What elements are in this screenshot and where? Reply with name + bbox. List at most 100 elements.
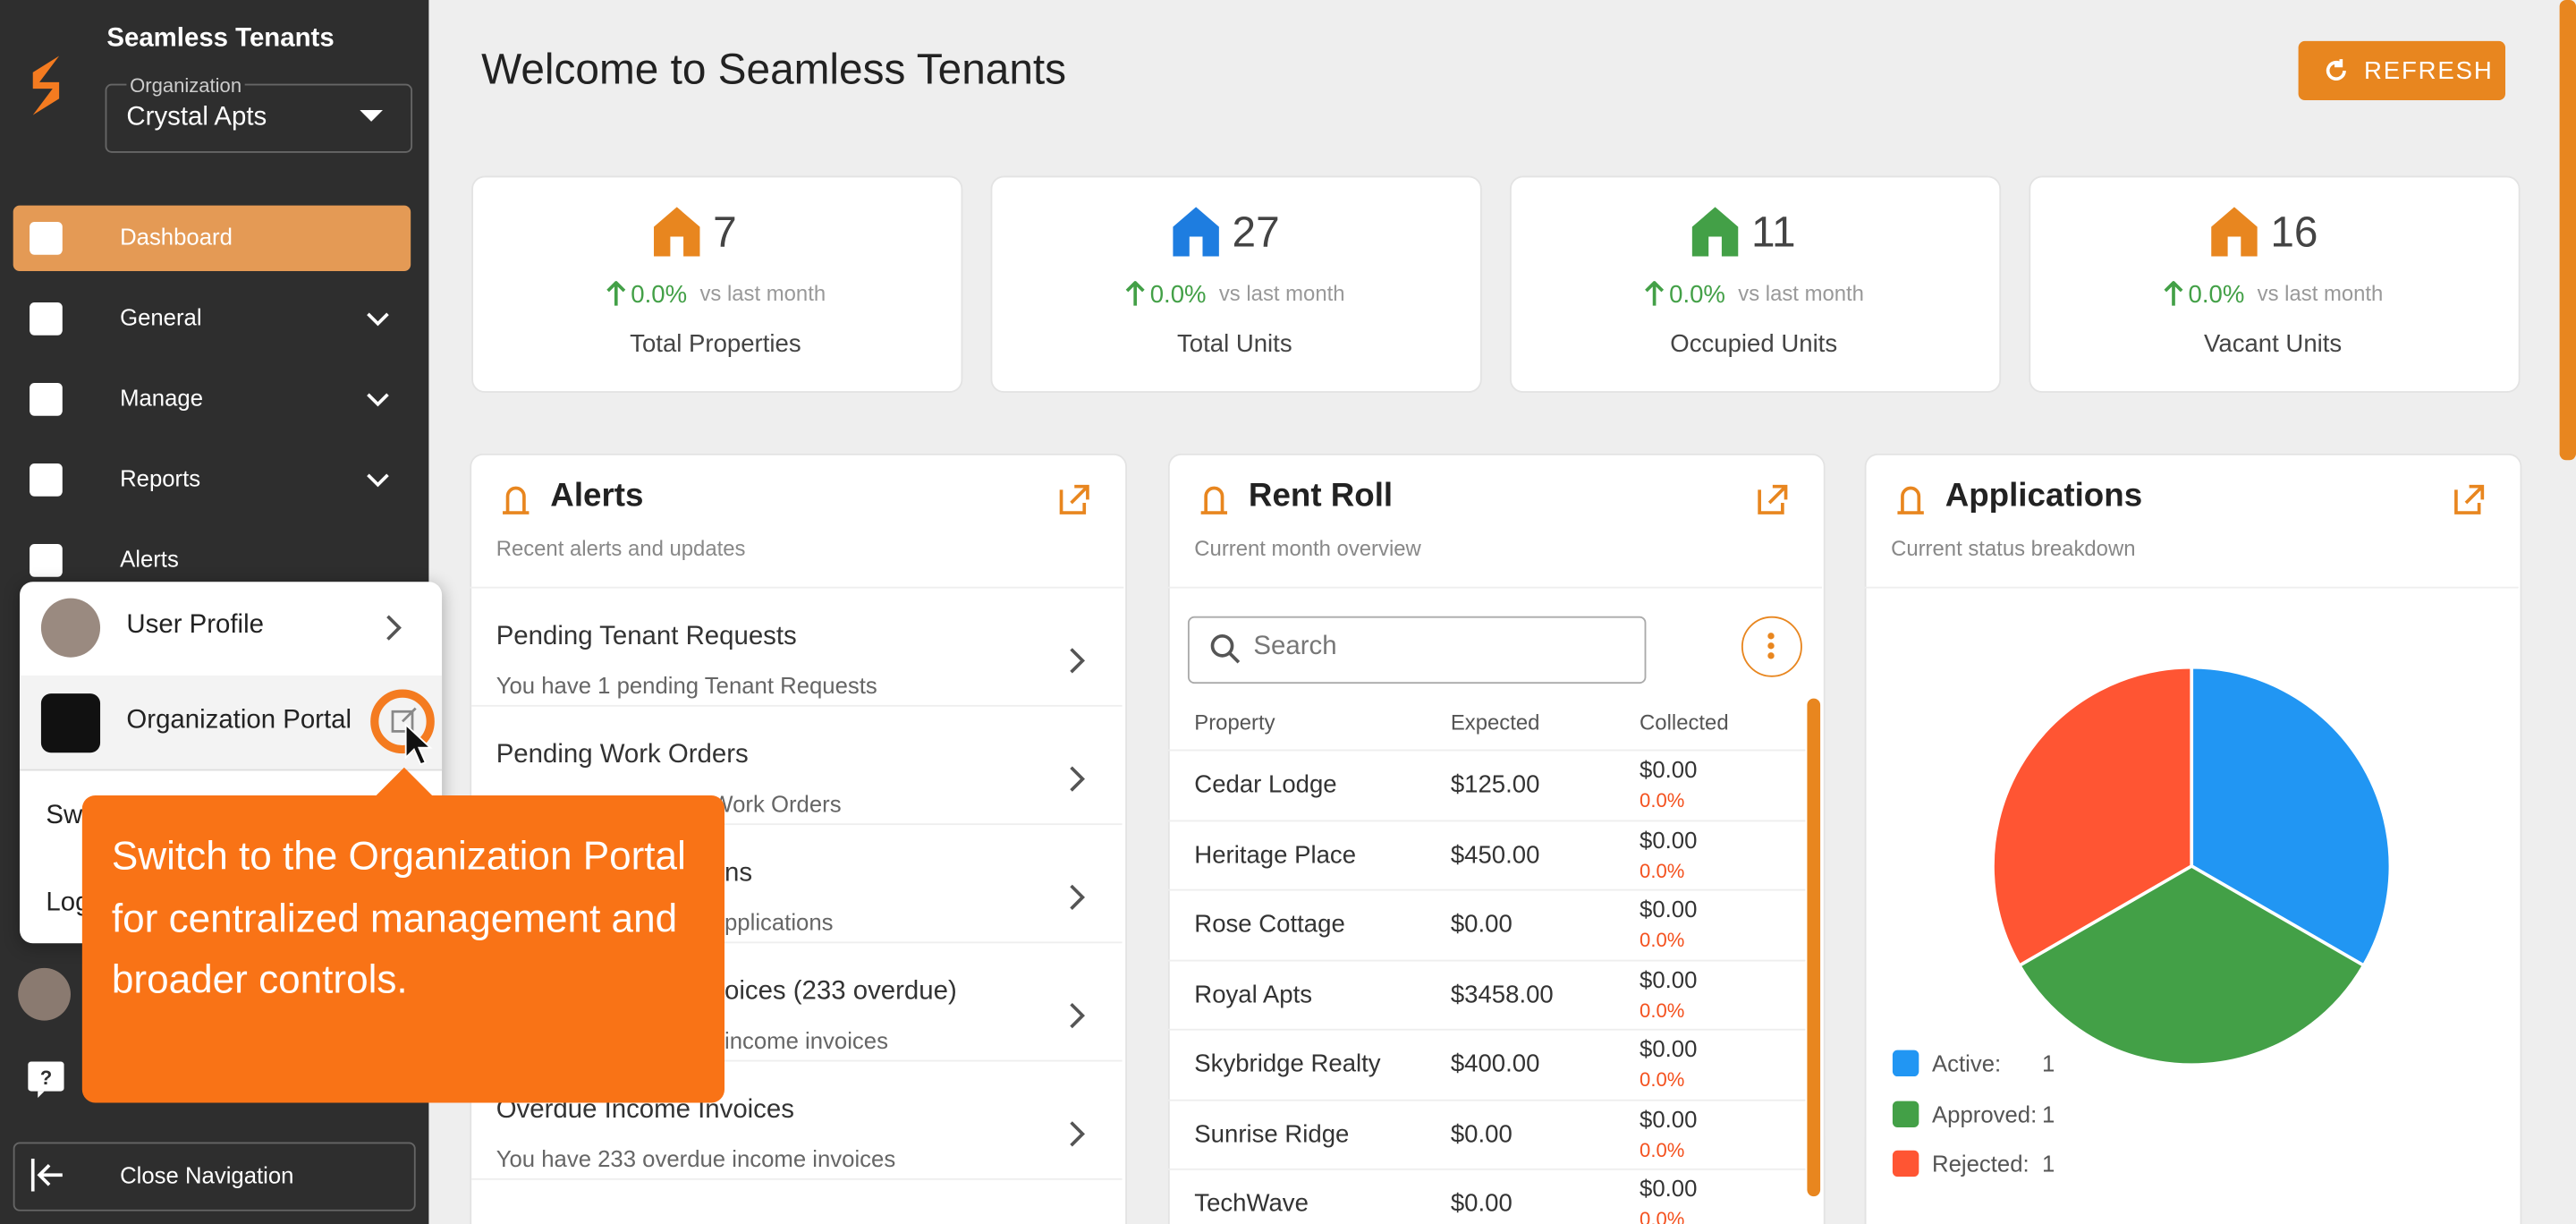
table-cell: TechWave bbox=[1194, 1189, 1309, 1219]
up-arrow bbox=[606, 281, 626, 306]
stat-vs: vs last month bbox=[1218, 281, 1345, 306]
alert-desc: You have 1 pending Tenant Requests bbox=[496, 672, 877, 699]
page-title: Welcome to Seamless Tenants bbox=[481, 44, 1067, 94]
stat-card bbox=[990, 175, 1482, 393]
stat-icon bbox=[1173, 207, 1219, 257]
table-cell: $0.00 bbox=[1640, 965, 1698, 992]
nav-label[interactable]: Manage bbox=[120, 384, 204, 412]
table-cell: 0.0% bbox=[1640, 928, 1685, 952]
more-icon bbox=[1767, 633, 1775, 659]
table-cell: $0.00 bbox=[1640, 755, 1698, 783]
alert-desc: pplications bbox=[724, 908, 834, 936]
stat-icon bbox=[654, 207, 700, 257]
table-scrollbar bbox=[1807, 698, 1821, 1197]
up-arrow bbox=[1125, 281, 1145, 306]
page-scrollbar bbox=[2559, 0, 2576, 461]
help-icon: ? bbox=[28, 1061, 64, 1098]
close-nav-label: Close Navigation bbox=[120, 1161, 294, 1188]
nav-label[interactable]: Dashboard bbox=[120, 223, 233, 251]
alert-chevron bbox=[1070, 884, 1086, 911]
nav-icon bbox=[30, 221, 63, 255]
open-icon bbox=[1059, 484, 1089, 514]
up-arrow bbox=[1645, 281, 1665, 306]
legend-value: 1 bbox=[2042, 1050, 2055, 1077]
legend-swatch bbox=[1892, 1150, 1919, 1177]
alert-desc: You have 233 overdue income invoices bbox=[496, 1145, 896, 1172]
avatar bbox=[18, 967, 71, 1021]
stat-change: 0.0% bbox=[1669, 281, 1725, 310]
panel-subtitle: Current status breakdown bbox=[1891, 535, 2136, 561]
table-cell: 0.0% bbox=[1640, 1137, 1685, 1161]
legend-swatch bbox=[1892, 1100, 1919, 1127]
nav-icon bbox=[30, 302, 63, 336]
panel-title: Applications bbox=[1945, 478, 2143, 514]
table-cell: $0.00 bbox=[1450, 910, 1513, 939]
tooltip bbox=[81, 795, 725, 1103]
alert-item[interactable] bbox=[471, 589, 1123, 707]
stat-label: Total Properties bbox=[630, 330, 801, 359]
search-box[interactable] bbox=[1187, 616, 1647, 684]
column-header: Expected bbox=[1450, 710, 1540, 735]
legend-label: Approved: bbox=[1932, 1100, 2038, 1127]
table-cell: $0.00 bbox=[1640, 1105, 1698, 1132]
brand: Seamless Tenants bbox=[106, 24, 335, 53]
org-select[interactable] bbox=[105, 83, 413, 153]
alert-item[interactable] bbox=[471, 707, 1123, 826]
legend-label: Rejected: bbox=[1932, 1150, 2029, 1177]
open-icon bbox=[1758, 484, 1788, 514]
user-avatar bbox=[40, 598, 101, 658]
alert-title: oices (233 overdue) bbox=[724, 977, 957, 1007]
panel-subtitle: Current month overview bbox=[1194, 535, 1421, 561]
panel-divider bbox=[1167, 586, 1822, 589]
close-nav-icon bbox=[30, 1158, 63, 1192]
menu-item[interactable]: Sw bbox=[46, 802, 83, 830]
alert-title: ns bbox=[724, 859, 753, 888]
nav-label[interactable]: General bbox=[120, 303, 202, 331]
alert-chevron bbox=[1070, 766, 1086, 792]
table-cell: $3458.00 bbox=[1450, 980, 1554, 1008]
nav-chevron bbox=[367, 312, 389, 327]
column-header: Property bbox=[1194, 710, 1275, 735]
table-cell: 0.0% bbox=[1640, 858, 1685, 882]
stat-change: 0.0% bbox=[2188, 281, 2245, 310]
nav-active[interactable] bbox=[13, 205, 411, 272]
org-value: Crystal Apts bbox=[126, 103, 267, 132]
alert-title: Pending Tenant Requests bbox=[496, 623, 797, 651]
table-row bbox=[1167, 749, 1806, 820]
nav-icon bbox=[30, 382, 63, 416]
table-cell: Heritage Place bbox=[1194, 840, 1357, 869]
open-icon bbox=[2454, 484, 2485, 514]
alert-item[interactable] bbox=[471, 943, 1123, 1062]
stat-card bbox=[471, 175, 963, 393]
alert-desc: income invoices bbox=[724, 1026, 888, 1054]
svg-text:?: ? bbox=[40, 1067, 52, 1089]
org-avatar bbox=[40, 693, 101, 753]
pie-slice bbox=[2017, 863, 2367, 1067]
legend-label: Active: bbox=[1932, 1050, 2002, 1077]
stat-label: Total Units bbox=[1176, 330, 1292, 359]
stat-vs: vs last month bbox=[1738, 281, 1864, 306]
menu-item[interactable]: Organization Portal bbox=[126, 706, 352, 735]
more-button[interactable] bbox=[1741, 616, 1802, 677]
menu-item[interactable]: User Profile bbox=[126, 611, 264, 640]
table-cell: $0.00 bbox=[1450, 1189, 1513, 1219]
alert-chevron bbox=[1070, 1121, 1086, 1147]
close-nav-button[interactable] bbox=[13, 1142, 416, 1211]
stat-label: Occupied Units bbox=[1670, 330, 1838, 359]
rent-roll-panel bbox=[1167, 453, 1826, 1224]
refresh-icon bbox=[2326, 59, 2346, 81]
nav-label[interactable]: Reports bbox=[120, 464, 201, 492]
pie-slice bbox=[1991, 665, 2194, 968]
table-cell: 0.0% bbox=[1640, 1208, 1685, 1224]
panel-divider bbox=[470, 586, 1124, 589]
refresh-button[interactable] bbox=[2298, 40, 2506, 101]
alert-item[interactable] bbox=[471, 1062, 1123, 1180]
stat-change: 0.0% bbox=[1149, 281, 1207, 310]
alert-chevron bbox=[1070, 1002, 1086, 1029]
panel-icon bbox=[1200, 486, 1228, 514]
nav-label[interactable]: Alerts bbox=[120, 545, 179, 573]
table-row bbox=[1167, 819, 1806, 890]
stat-icon bbox=[1691, 207, 1739, 257]
alert-item[interactable] bbox=[471, 825, 1123, 944]
tooltip-text: Switch to the Organization Portal for ce… bbox=[111, 835, 686, 1003]
